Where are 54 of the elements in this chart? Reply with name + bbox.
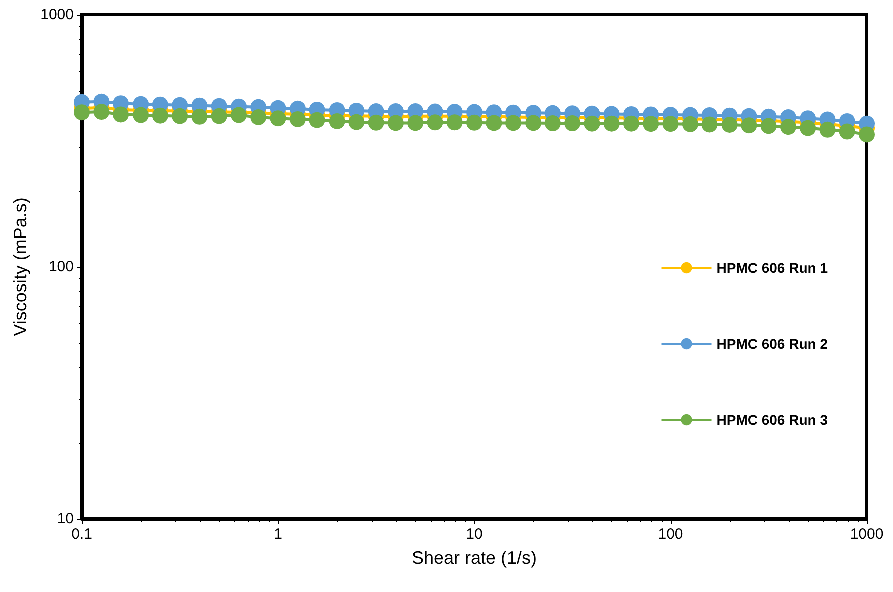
point	[584, 116, 600, 132]
point	[506, 115, 522, 132]
point	[329, 113, 346, 130]
point	[309, 112, 326, 128]
x-axis-title: Shear rate (1/s)	[412, 548, 538, 568]
y-tick-label: 1000	[40, 6, 74, 24]
point	[839, 124, 856, 140]
point	[290, 111, 306, 128]
point	[231, 107, 248, 124]
point	[702, 116, 718, 133]
point	[270, 110, 286, 127]
point	[152, 108, 168, 124]
point	[624, 116, 640, 132]
point	[662, 116, 679, 132]
point	[250, 109, 267, 126]
point	[544, 116, 561, 132]
point	[211, 108, 228, 124]
point	[94, 104, 110, 120]
legend-label: HPMC 606 Run 1	[716, 260, 828, 276]
point	[741, 118, 758, 134]
point	[780, 119, 796, 136]
point	[722, 117, 738, 133]
point	[348, 114, 365, 130]
point	[133, 107, 150, 124]
y-axis-title: Viscosity (mPa.s)	[10, 198, 31, 336]
point	[408, 115, 424, 132]
x-tick-label: 0.1	[72, 526, 92, 543]
point	[74, 104, 90, 121]
point	[427, 114, 444, 131]
point	[368, 114, 384, 131]
point	[172, 108, 188, 124]
point	[564, 116, 581, 132]
x-tick-label: 100	[658, 526, 684, 543]
legend-label: HPMC 606 Run 2	[716, 336, 828, 352]
y-tick-label: 100	[48, 258, 74, 276]
x-tick-label: 10	[466, 526, 483, 543]
point	[466, 114, 482, 131]
point	[192, 108, 208, 125]
x-tick-label: 1	[274, 526, 282, 543]
point	[446, 114, 463, 131]
point	[760, 118, 777, 134]
point	[388, 115, 404, 132]
y-tick-label: 10	[57, 510, 74, 528]
point	[643, 116, 660, 132]
point	[682, 116, 698, 132]
point	[820, 122, 836, 138]
point	[526, 115, 542, 132]
point	[604, 116, 620, 132]
legend-label: HPMC 606 Run 3	[716, 412, 828, 428]
point	[859, 126, 875, 143]
point	[800, 120, 816, 136]
x-tick-label: 1000	[850, 526, 884, 543]
point	[486, 115, 502, 132]
point	[113, 106, 129, 123]
